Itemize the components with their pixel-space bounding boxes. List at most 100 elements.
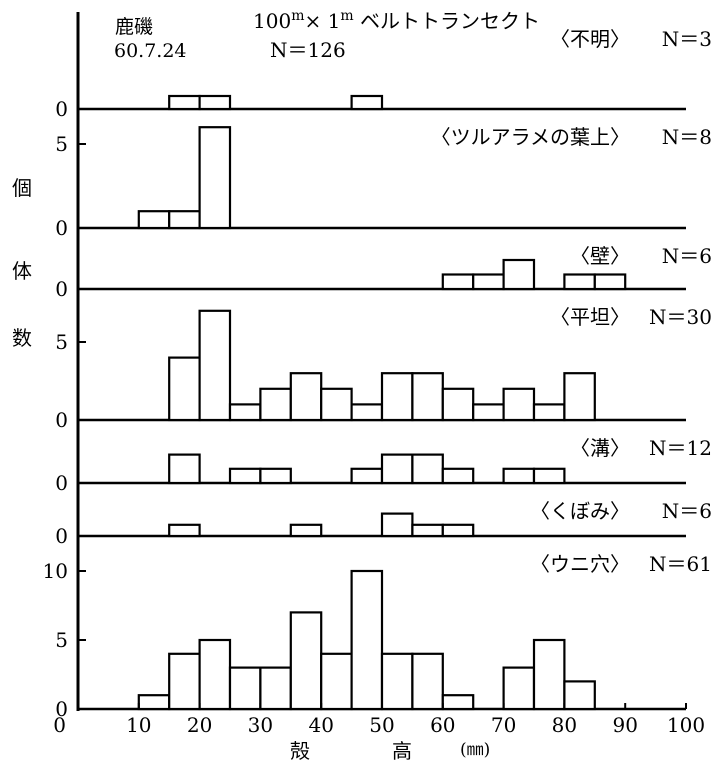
panel-5-ytick-label-0: 0	[55, 471, 68, 495]
panel-4-bar-80	[563, 372, 596, 422]
xlabel-unit: (㎜)	[460, 740, 490, 760]
panel-6-bar-15	[168, 523, 201, 538]
x-tick-label-30: 30	[248, 713, 273, 737]
ylabel-char-2: 体	[12, 259, 32, 283]
panel-5-bar-25	[228, 467, 262, 485]
method-tail: ベルトトランセクト	[354, 9, 540, 33]
xlabel-kanji-1: 殻	[290, 739, 310, 763]
panel-3-bar-85	[593, 273, 627, 291]
panel-1-bar-45	[350, 94, 384, 111]
x-tick-label-100: 100	[667, 713, 705, 737]
panel-4-bar-30	[259, 387, 292, 422]
panel-4-n-label: N＝30	[649, 305, 712, 329]
x-tick-label-50: 50	[369, 713, 394, 737]
panel-6-n-label: N＝6	[662, 499, 712, 523]
panels-group: 0〈不明〉 N＝305 〈ツルアラメの葉上〉 N＝80〈壁〉 N＝605〈平坦〉 N＝30…	[43, 27, 712, 737]
panel-4-bar-40	[320, 387, 353, 422]
panel-7-bar-10	[137, 694, 171, 711]
x-tick-label-70: 70	[491, 713, 516, 737]
ylabel-char-3: 数	[12, 326, 32, 350]
date-label: 60.7.24	[114, 40, 187, 62]
panel-2-ytick-label-5: 5	[55, 132, 68, 156]
panel-4-bar-65	[472, 403, 505, 422]
panel-1-n-label: N＝3	[662, 27, 712, 51]
panel-4-bar-25	[228, 403, 262, 422]
panel-7-n-label: N＝61	[649, 552, 712, 576]
panel-5-title: 〈溝〉	[570, 436, 630, 460]
panel-1-ytick-label-0: 0	[55, 97, 68, 121]
panel-4-ytick-label-0: 0	[55, 408, 68, 432]
panel-5-bar-50	[380, 453, 414, 485]
panel-3-bar-65	[472, 273, 505, 291]
total-n-label: N＝126	[270, 38, 346, 62]
panel-3-n-label: N＝6	[662, 244, 712, 268]
panel-4-bar-50	[380, 372, 414, 422]
panel-4-bar-60	[441, 387, 475, 422]
panel-2-bar-10	[137, 210, 171, 230]
panel-5-bar-60	[441, 467, 475, 485]
panel-4-bar-20	[198, 309, 232, 422]
panel-4-bar-70	[502, 387, 536, 422]
panel-6-ytick-label-0: 0	[55, 524, 68, 548]
panel-2-title: 〈ツルアラメの葉上〉	[431, 125, 630, 149]
panel-5-bar-70	[502, 467, 536, 485]
panel-4-bar-15	[168, 356, 201, 422]
panel-7-bar-75	[532, 638, 566, 711]
panel-4-bar-45	[350, 403, 384, 422]
panel-7-bar-60	[441, 694, 475, 711]
panel-3-title: 〈壁〉	[570, 244, 630, 268]
x-tick-label-60: 60	[430, 713, 455, 737]
panel-3-bar-70	[502, 258, 536, 291]
panel-3-bar-60	[441, 273, 475, 291]
x-tick-label-90: 90	[612, 713, 637, 737]
panel-7-title: 〈ウニ穴〉	[530, 552, 630, 576]
method-label: 100m× 1m ベルトトランセクト	[253, 8, 540, 33]
panel-2-ytick-label-0: 0	[55, 216, 68, 240]
panel-4-ytick-label-5: 5	[55, 330, 68, 354]
xlabel-kanji-2: 高	[392, 739, 412, 763]
panel-4-bar-75	[532, 403, 566, 422]
panel-7-bar-40	[320, 652, 353, 711]
panel-1-bar-15	[168, 94, 201, 111]
panel-6-bar-55	[411, 523, 444, 538]
panel-7-bar-55	[411, 652, 444, 711]
panel-7-ytick-label-0: 0	[55, 697, 68, 721]
panel-7-bar-50	[380, 652, 414, 711]
panel-7-bar-45	[350, 569, 384, 711]
panel-7-bar-25	[228, 666, 262, 711]
panel-5-n-label: N＝12	[649, 436, 712, 460]
panel-6-title: 〈くぼみ〉	[530, 499, 630, 523]
panel-2-bar-15	[168, 210, 201, 230]
panel-6-bar-35	[289, 523, 323, 538]
panel-7-ytick-label-10: 10	[43, 559, 68, 583]
method-number: 100	[253, 9, 291, 33]
panel-7-bar-80	[563, 680, 596, 711]
panel-7-bar-35	[289, 611, 323, 711]
panel-3-bar-80	[563, 273, 596, 291]
panel-7-bar-30	[259, 666, 292, 711]
site-label: 鹿磯	[115, 16, 153, 38]
panel-5-bar-55	[411, 453, 444, 485]
panel-4-title: 〈平坦〉	[550, 305, 630, 329]
panel-4-bar-35	[289, 372, 323, 422]
panel-5-bar-15	[168, 453, 201, 485]
panel-5-bar-45	[350, 467, 384, 485]
panel-1-title: 〈不明〉	[550, 27, 630, 51]
panel-6-bar-50	[380, 512, 414, 538]
panel-5-bar-75	[532, 467, 566, 485]
panel-7-bar-15	[168, 652, 201, 711]
panel-7-bar-70	[502, 666, 536, 711]
panel-7-ytick-label-5: 5	[55, 628, 68, 652]
x-tick-label-20: 20	[187, 713, 212, 737]
panel-2-n-label: N＝8	[662, 125, 712, 149]
x-tick-label-10: 10	[126, 713, 151, 737]
panel-6-bar-60	[441, 523, 475, 538]
panel-5-bar-30	[259, 467, 292, 485]
x-tick-label-40: 40	[308, 713, 333, 737]
method-unit-sup-2: m	[340, 8, 353, 24]
panel-1-bar-20	[198, 94, 232, 111]
panel-7-bar-20	[198, 638, 232, 711]
ylabel-char-1: 個	[12, 176, 32, 200]
panel-2-bar-20	[198, 126, 232, 230]
